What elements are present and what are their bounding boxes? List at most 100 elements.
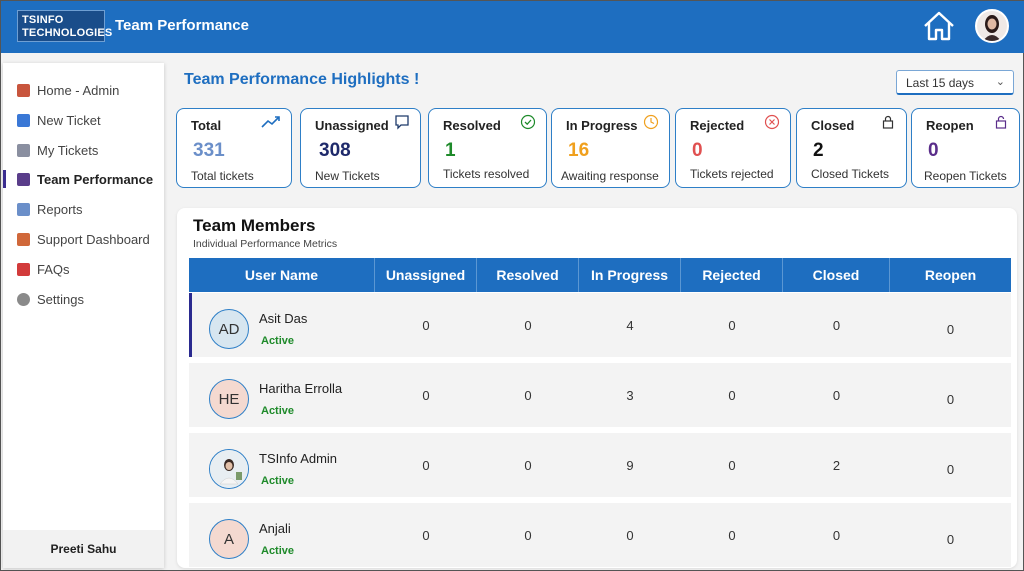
column-header-reopen[interactable]: Reopen xyxy=(924,267,977,283)
column-header-closed[interactable]: Closed xyxy=(783,258,890,292)
card-value: 0 xyxy=(928,140,939,161)
stat-card-in-progress[interactable]: In Progress 16 Awaiting response xyxy=(551,108,670,188)
check-circle-icon xyxy=(520,114,536,130)
sidebar-item-reports[interactable]: Reports xyxy=(3,196,164,222)
team-members-subtitle: Individual Performance Metrics xyxy=(193,238,338,250)
user-cell: A Anjali Active xyxy=(189,503,375,567)
stat-card-resolved[interactable]: Resolved 1 Tickets resolved xyxy=(428,108,547,188)
table-header: User Name Unassigned Resolved In Progres… xyxy=(189,258,1011,292)
trend-up-icon xyxy=(261,116,280,128)
rejected-value: 0 xyxy=(728,527,736,543)
user-name: Asit Das xyxy=(259,311,308,326)
status-badge: Active xyxy=(261,545,295,557)
new-badge-icon xyxy=(17,113,30,127)
sidebar-item-label: Settings xyxy=(37,291,84,307)
closed-value: 0 xyxy=(832,387,841,403)
home-icon[interactable] xyxy=(921,9,957,43)
card-value: 308 xyxy=(319,140,351,161)
rejected-value: 0 xyxy=(728,387,736,403)
sidebar-item-my-tickets[interactable]: My Tickets xyxy=(3,137,164,163)
user-cell: TSInfo Admin Active xyxy=(189,433,375,497)
card-value: 331 xyxy=(193,140,225,161)
user-name: Anjali xyxy=(259,521,291,536)
sidebar-item-home-admin[interactable]: Home - Admin xyxy=(3,77,164,103)
user-cell: AD Asit Das Active xyxy=(192,293,375,357)
gear-icon xyxy=(17,292,30,306)
logo-line2: TECHNOLOGIES xyxy=(22,27,113,39)
in-progress-value: 4 xyxy=(626,317,634,333)
unlock-icon xyxy=(995,115,1007,129)
status-badge: Active xyxy=(261,475,295,487)
sidebar-item-label: Team Performance xyxy=(37,171,154,187)
user-avatar[interactable] xyxy=(975,9,1009,43)
column-header-resolved[interactable]: Resolved xyxy=(477,258,579,292)
stat-card-unassigned[interactable]: Unassigned 308 New Tickets xyxy=(300,108,421,188)
date-range-value: Last 15 days xyxy=(906,76,975,90)
card-value: 0 xyxy=(692,140,703,161)
question-icon xyxy=(17,262,30,276)
card-subtitle: Tickets rejected xyxy=(690,167,774,181)
table-row[interactable]: HE Haritha Errolla Active 0 0 3 0 0 0 xyxy=(189,363,1011,427)
card-subtitle: Tickets resolved xyxy=(443,167,530,181)
sidebar-item-support-dashboard[interactable]: Support Dashboard xyxy=(3,226,164,252)
sidebar-item-label: Home - Admin xyxy=(37,82,120,98)
card-subtitle: New Tickets xyxy=(315,169,380,183)
home-icon xyxy=(17,83,30,97)
in-progress-value: 3 xyxy=(626,387,634,403)
chevron-down-icon: ⌄ xyxy=(995,76,1005,88)
avatar xyxy=(209,449,249,489)
reopen-value: 0 xyxy=(946,531,955,547)
logo-line1: TSINFO xyxy=(22,14,64,26)
stat-card-reopen[interactable]: Reopen 0 Reopen Tickets xyxy=(911,108,1020,188)
table-row[interactable]: AD Asit Das Active 0 0 4 0 0 0 xyxy=(189,293,1011,357)
company-logo: TSINFO TECHNOLOGIES xyxy=(17,10,113,42)
sidebar-item-label: FAQs xyxy=(37,261,70,277)
top-bar: TSINFO TECHNOLOGIES Team Performance xyxy=(1,1,1024,53)
resolved-value: 0 xyxy=(524,317,532,333)
card-value: 1 xyxy=(445,140,456,161)
closed-value: 0 xyxy=(832,527,841,543)
table-row[interactable]: A Anjali Active 0 0 0 0 0 0 xyxy=(189,503,1011,567)
column-header-rejected[interactable]: Rejected xyxy=(681,258,783,292)
date-range-dropdown[interactable]: Last 15 days ⌄ xyxy=(896,70,1014,95)
table-row[interactable]: TSInfo Admin Active 0 0 9 0 2 0 xyxy=(189,433,1011,497)
card-title: Closed xyxy=(811,118,855,133)
resolved-value: 0 xyxy=(524,527,532,543)
stat-card-closed[interactable]: Closed 2 Closed Tickets xyxy=(796,108,907,188)
card-subtitle: Total tickets xyxy=(191,169,254,183)
unassigned-value: 0 xyxy=(422,387,430,403)
column-header-unassigned[interactable]: Unassigned xyxy=(375,258,477,292)
sidebar-item-label: Support Dashboard xyxy=(37,231,150,247)
closed-value: 0 xyxy=(832,317,841,333)
sidebar-item-team-performance[interactable]: Team Performance xyxy=(3,166,164,192)
tickets-icon xyxy=(17,143,30,157)
resolved-value: 0 xyxy=(524,457,532,473)
card-title: Total xyxy=(191,118,222,133)
lock-icon xyxy=(882,115,894,129)
card-title: Reopen xyxy=(926,118,974,133)
column-header-user-name[interactable]: User Name xyxy=(189,258,375,292)
closed-value: 2 xyxy=(832,457,841,473)
reopen-value: 0 xyxy=(946,461,955,477)
sidebar: Home - Admin New Ticket My Tickets Team … xyxy=(3,63,164,568)
card-subtitle: Awaiting response xyxy=(561,169,659,183)
unassigned-value: 0 xyxy=(422,457,430,473)
stat-card-rejected[interactable]: Rejected 0 Tickets rejected xyxy=(675,108,791,188)
avatar: AD xyxy=(209,309,249,349)
unassigned-value: 0 xyxy=(422,317,430,333)
sidebar-item-label: My Tickets xyxy=(37,142,99,158)
dashboard-icon xyxy=(17,232,30,246)
stat-card-total[interactable]: Total 331 Total tickets xyxy=(176,108,292,188)
sidebar-item-new-ticket[interactable]: New Ticket xyxy=(3,107,164,133)
sidebar-item-settings[interactable]: Settings xyxy=(3,286,164,312)
sidebar-item-faqs[interactable]: FAQs xyxy=(3,256,164,282)
card-title: Rejected xyxy=(690,118,745,133)
column-header-in-progress[interactable]: In Progress xyxy=(579,258,681,292)
reopen-value: 0 xyxy=(946,391,955,407)
card-title: Resolved xyxy=(443,118,501,133)
sidebar-item-label: New Ticket xyxy=(37,112,101,128)
card-value: 16 xyxy=(568,140,590,161)
user-name: TSInfo Admin xyxy=(259,451,338,466)
avatar: HE xyxy=(209,379,249,419)
card-value: 2 xyxy=(813,140,824,161)
